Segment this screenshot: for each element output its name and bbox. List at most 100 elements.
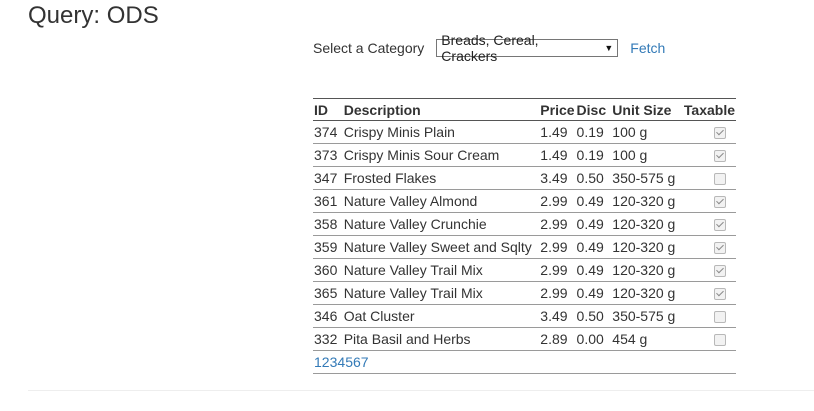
category-select-value: Breads, Cereal, Crackers <box>441 32 539 64</box>
page-link-6[interactable]: 6 <box>352 354 361 370</box>
cell-description: Crispy Minis Sour Cream <box>342 143 540 167</box>
taxable-checkbox <box>714 334 727 347</box>
cell-unit-size: 100 g <box>611 120 683 144</box>
cell-price: 3.49 <box>539 304 576 328</box>
page-link-7[interactable]: 7 <box>360 354 369 370</box>
taxable-checkbox <box>714 150 727 163</box>
table-row: 360 Nature Valley Trail Mix 2.99 0.49 120-32… <box>313 258 736 282</box>
chevron-down-icon: ▼ <box>604 43 614 53</box>
page-title: Query: ODS <box>28 2 159 29</box>
fetch-link[interactable]: Fetch <box>630 40 666 56</box>
cell-unit-size: 120-320 g <box>611 235 683 259</box>
cell-taxable <box>682 304 736 328</box>
cell-id: 374 <box>313 120 343 144</box>
footer-divider <box>28 390 814 391</box>
cell-taxable <box>682 212 736 236</box>
table-row: 332 Pita Basil and Herbs 2.89 0.00 454 g <box>313 327 736 351</box>
table-row: 346 Oat Cluster 3.49 0.50 350-575 g <box>313 304 736 328</box>
cell-taxable <box>682 166 736 190</box>
cell-price: 2.99 <box>539 258 576 282</box>
cell-unit-size: 120-320 g <box>611 212 683 236</box>
cell-id: 359 <box>313 235 343 259</box>
cell-disc: 0.00 <box>575 327 612 351</box>
cell-price: 3.49 <box>539 166 576 190</box>
cell-unit-size: 100 g <box>611 143 683 167</box>
cell-description: Pita Basil and Herbs <box>342 327 540 351</box>
cell-disc: 0.49 <box>575 189 612 213</box>
page-link-3[interactable]: 3 <box>329 354 338 370</box>
pagination: 1234567 <box>313 350 736 374</box>
category-controls: Select a Category Breads, Cereal, Cracke… <box>313 32 666 64</box>
cell-description: Nature Valley Trail Mix <box>342 258 540 282</box>
column-header-id: ID <box>313 98 343 121</box>
cell-id: 347 <box>313 166 343 190</box>
table-row: 374 Crispy Minis Plain 1.49 0.19 100 g <box>313 120 736 144</box>
taxable-checkbox <box>714 173 727 186</box>
cell-disc: 0.50 <box>575 304 612 328</box>
cell-description: Nature Valley Almond <box>342 189 540 213</box>
cell-unit-size: 120-320 g <box>611 258 683 282</box>
cell-price: 2.99 <box>539 235 576 259</box>
page-link-2[interactable]: 2 <box>321 354 330 370</box>
cell-taxable <box>682 189 736 213</box>
page-link-5[interactable]: 5 <box>345 354 353 370</box>
cell-disc: 0.19 <box>575 143 612 167</box>
cell-price: 2.99 <box>539 189 576 213</box>
cell-taxable <box>682 258 736 282</box>
category-select[interactable]: Breads, Cereal, Crackers ▼ <box>436 32 619 64</box>
table-row: 358 Nature Valley Crunchie 2.99 0.49 120-320… <box>313 212 736 236</box>
cell-disc: 0.49 <box>575 235 612 259</box>
column-header-price: Price <box>539 98 576 121</box>
cell-unit-size: 120-320 g <box>611 281 683 305</box>
cell-price: 1.49 <box>539 143 576 167</box>
cell-disc: 0.49 <box>575 258 612 282</box>
cell-price: 1.49 <box>539 120 576 144</box>
table-row: 373 Crispy Minis Sour Cream 1.49 0.19 100 g <box>313 143 736 167</box>
page-link-4[interactable]: 4 <box>337 354 346 370</box>
cell-id: 361 <box>313 189 343 213</box>
cell-disc: 0.49 <box>575 212 612 236</box>
cell-description: Frosted Flakes <box>342 166 540 190</box>
cell-taxable <box>682 281 736 305</box>
cell-taxable <box>682 235 736 259</box>
cell-taxable <box>682 120 736 144</box>
column-header-taxable: Taxable <box>682 98 736 121</box>
cell-unit-size: 454 g <box>611 327 683 351</box>
table-row: 361 Nature Valley Almond 2.99 0.49 120-320 g <box>313 189 736 213</box>
taxable-checkbox <box>714 288 727 301</box>
column-header-description: Description <box>342 98 540 121</box>
cell-id: 360 <box>313 258 343 282</box>
cell-unit-size: 350-575 g <box>611 304 683 328</box>
cell-price: 2.89 <box>539 327 576 351</box>
cell-description: Oat Cluster <box>342 304 540 328</box>
table-row: 359 Nature Valley Sweet and Sqlty 2.99 0.49… <box>313 235 736 259</box>
table-row: 347 Frosted Flakes 3.49 0.50 350-575 g <box>313 166 736 190</box>
table-row: 365 Nature Valley Trail Mix 2.99 0.49 120-32… <box>313 281 736 305</box>
cell-taxable <box>682 327 736 351</box>
cell-id: 373 <box>313 143 343 167</box>
cell-unit-size: 350-575 g <box>611 166 683 190</box>
category-label: Select a Category <box>313 40 425 56</box>
cell-price: 2.99 <box>539 281 576 305</box>
page-link-1[interactable]: 1 <box>314 354 322 370</box>
taxable-checkbox <box>714 242 727 255</box>
column-header-unit-size: Unit Size <box>611 98 683 121</box>
column-header-disc: Disc <box>575 98 612 121</box>
cell-taxable <box>682 143 736 167</box>
cell-id: 332 <box>313 327 343 351</box>
cell-unit-size: 120-320 g <box>611 189 683 213</box>
taxable-checkbox <box>714 196 727 209</box>
cell-id: 346 <box>313 304 343 328</box>
cell-disc: 0.50 <box>575 166 612 190</box>
taxable-checkbox <box>714 219 727 232</box>
cell-description: Nature Valley Trail Mix <box>342 281 540 305</box>
taxable-checkbox <box>714 265 727 278</box>
pager-row: 1234567 <box>313 350 736 374</box>
cell-description: Crispy Minis Plain <box>342 120 540 144</box>
taxable-checkbox <box>714 127 727 140</box>
cell-price: 2.99 <box>539 212 576 236</box>
cell-description: Nature Valley Crunchie <box>342 212 540 236</box>
table-header-row: ID Description Price Disc Unit Size Taxa… <box>313 98 736 121</box>
cell-disc: 0.49 <box>575 281 612 305</box>
taxable-checkbox <box>714 311 727 324</box>
